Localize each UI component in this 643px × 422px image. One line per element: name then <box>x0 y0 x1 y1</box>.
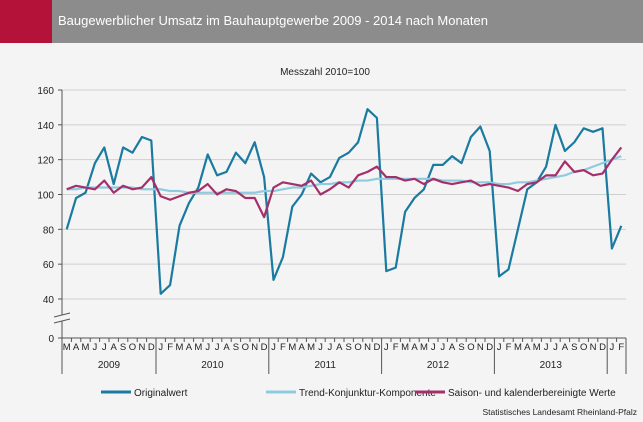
header-band <box>0 0 643 43</box>
x-month-label: A <box>73 342 80 353</box>
axis-break-mark <box>53 318 71 324</box>
x-month-label: O <box>242 342 249 353</box>
x-month-label: D <box>486 342 493 353</box>
series-line <box>66 155 622 194</box>
x-month-label: J <box>610 342 615 353</box>
y-tick-label: 40 <box>43 295 55 306</box>
x-month-label: F <box>618 342 624 353</box>
x-month-label: A <box>411 342 418 353</box>
x-month-label: J <box>384 342 389 353</box>
x-month-label: M <box>288 342 296 353</box>
x-month-label: A <box>449 342 456 353</box>
x-month-label: A <box>562 342 569 353</box>
x-month-label: J <box>544 342 549 353</box>
x-year-label: 2010 <box>201 360 224 371</box>
x-month-label: S <box>571 342 577 353</box>
x-month-label: J <box>93 342 98 353</box>
x-month-label: M <box>63 342 71 353</box>
x-month-label: D <box>599 342 606 353</box>
chart-background <box>0 43 643 422</box>
x-month-label: J <box>271 342 276 353</box>
x-month-label: M <box>533 342 541 353</box>
x-month-label: F <box>506 342 512 353</box>
x-month-label: M <box>194 342 202 353</box>
x-year-label: 2009 <box>98 360 121 371</box>
y-tick-label: 120 <box>37 156 54 167</box>
x-month-label: S <box>233 342 239 353</box>
legend-label: Trend-Konjunktur-Komponente <box>299 388 436 399</box>
x-month-label: A <box>223 342 230 353</box>
x-month-label: A <box>111 342 118 353</box>
x-month-label: F <box>280 342 286 353</box>
x-month-label: O <box>129 342 136 353</box>
chart-subtitle: Messzahl 2010=100 <box>280 67 370 78</box>
x-month-label: J <box>497 342 502 353</box>
x-month-label: J <box>431 342 436 353</box>
x-month-label: J <box>318 342 323 353</box>
x-month-label: A <box>336 342 343 353</box>
series-line <box>66 146 623 219</box>
x-month-label: M <box>420 342 428 353</box>
y-tick-label: 80 <box>43 225 55 236</box>
x-month-label: M <box>514 342 522 353</box>
x-month-label: F <box>167 342 173 353</box>
x-month-label: J <box>328 342 333 353</box>
x-month-label: A <box>186 342 193 353</box>
x-month-label: A <box>524 342 531 353</box>
x-month-label: M <box>82 342 90 353</box>
x-month-label: M <box>176 342 184 353</box>
x-month-label: N <box>251 342 258 353</box>
x-month-label: M <box>307 342 315 353</box>
source-note: Statistisches Landesamt Rheinland-Pfalz <box>482 407 638 417</box>
x-month-label: S <box>346 342 352 353</box>
axis-break-gap <box>54 315 70 321</box>
x-month-label: J <box>440 342 445 353</box>
x-month-label: J <box>215 342 220 353</box>
x-month-label: J <box>158 342 163 353</box>
x-month-label: J <box>553 342 558 353</box>
x-month-label: O <box>467 342 474 353</box>
x-month-label: N <box>138 342 145 353</box>
x-month-label: D <box>373 342 380 353</box>
x-year-label: 2012 <box>427 360 450 371</box>
x-month-label: A <box>299 342 306 353</box>
legend-label: Originalwert <box>134 388 188 399</box>
y-tick-label: 140 <box>37 121 54 132</box>
chart-title: Baugewerblicher Umsatz im Bauhauptgewerb… <box>58 13 488 28</box>
y-tick-label: 60 <box>43 260 55 271</box>
series-line <box>65 108 623 295</box>
y-tick-label: 100 <box>37 191 54 202</box>
x-month-label: O <box>354 342 361 353</box>
x-month-label: J <box>205 342 210 353</box>
x-year-label: 2011 <box>314 360 336 371</box>
y-tick-label: 160 <box>37 86 54 97</box>
x-month-label: N <box>364 342 371 353</box>
x-month-label: F <box>393 342 399 353</box>
x-month-label: O <box>580 342 587 353</box>
x-month-label: S <box>120 342 126 353</box>
x-month-label: D <box>261 342 268 353</box>
x-month-label: J <box>102 342 107 353</box>
axis-break-mark <box>53 312 71 318</box>
x-year-label: 2013 <box>540 360 563 371</box>
header-accent <box>0 0 52 43</box>
x-month-label: N <box>590 342 597 353</box>
x-month-label: M <box>401 342 409 353</box>
legend-label: Saison- und kalenderbereinigte Werte <box>448 388 616 399</box>
y-tick-label: 0 <box>48 334 54 345</box>
x-month-label: S <box>458 342 464 353</box>
x-month-label: D <box>148 342 155 353</box>
x-month-label: N <box>477 342 484 353</box>
